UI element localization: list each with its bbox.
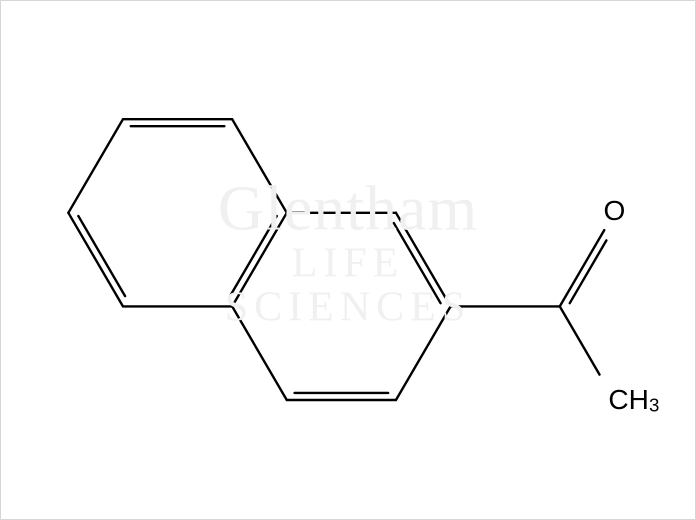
figure-canvas: Glentham LIFE SCIENCES OCH3 [0,0,696,520]
bonds-group [68,119,606,400]
atom-O: O [603,195,625,226]
molecule-svg: O CH3 [0,0,696,520]
atom-CH3: CH3 [608,384,659,415]
atom-labels: O CH3 [603,195,659,415]
